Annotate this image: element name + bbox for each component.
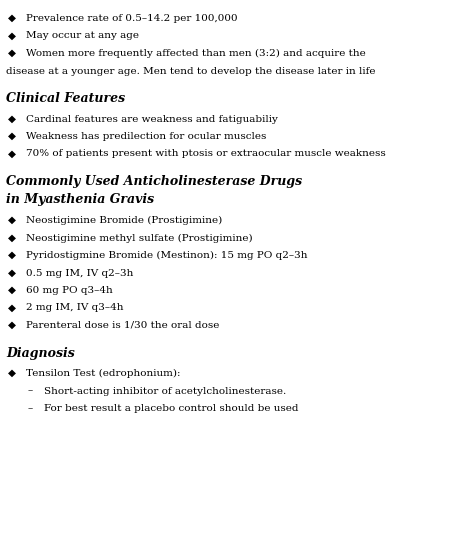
Text: ◆: ◆: [8, 32, 16, 40]
Text: 2 mg IM, IV q3–4h: 2 mg IM, IV q3–4h: [26, 304, 124, 312]
Text: –: –: [28, 404, 33, 413]
Text: 60 mg PO q3–4h: 60 mg PO q3–4h: [26, 286, 113, 295]
Text: ◆: ◆: [8, 286, 16, 295]
Text: Commonly Used Anticholinesterase Drugs: Commonly Used Anticholinesterase Drugs: [6, 175, 302, 188]
Text: Women more frequently affected than men (3:2) and acquire the: Women more frequently affected than men …: [26, 49, 366, 58]
Text: 0.5 mg IM, IV q2–3h: 0.5 mg IM, IV q2–3h: [26, 269, 133, 278]
Text: in Myasthenia Gravis: in Myasthenia Gravis: [6, 194, 154, 206]
Text: ◆: ◆: [8, 14, 16, 23]
Text: Parenteral dose is 1/30 the oral dose: Parenteral dose is 1/30 the oral dose: [26, 321, 219, 330]
Text: Cardinal features are weakness and fatiguabiliy: Cardinal features are weakness and fatig…: [26, 114, 278, 123]
Text: ◆: ◆: [8, 49, 16, 58]
Text: ◆: ◆: [8, 233, 16, 243]
Text: ◆: ◆: [8, 216, 16, 225]
Text: May occur at any age: May occur at any age: [26, 32, 139, 40]
Text: Neostigimine methyl sulfate (Prostigimine): Neostigimine methyl sulfate (Prostigimin…: [26, 233, 253, 243]
Text: ◆: ◆: [8, 321, 16, 330]
Text: Diagnosis: Diagnosis: [6, 347, 75, 359]
Text: ◆: ◆: [8, 269, 16, 278]
Text: –: –: [28, 387, 33, 395]
Text: ◆: ◆: [8, 251, 16, 260]
Text: For best result a placebo control should be used: For best result a placebo control should…: [44, 404, 299, 413]
Text: ◆: ◆: [8, 114, 16, 123]
Text: ◆: ◆: [8, 149, 16, 159]
Text: ◆: ◆: [8, 132, 16, 141]
Text: Neostigimine Bromide (Prostigimine): Neostigimine Bromide (Prostigimine): [26, 216, 222, 225]
Text: ◆: ◆: [8, 369, 16, 378]
Text: ◆: ◆: [8, 304, 16, 312]
Text: 70% of patients present with ptosis or extraocular muscle weakness: 70% of patients present with ptosis or e…: [26, 149, 386, 159]
Text: Tensilon Test (edrophonium):: Tensilon Test (edrophonium):: [26, 369, 181, 378]
Text: Prevalence rate of 0.5–14.2 per 100,000: Prevalence rate of 0.5–14.2 per 100,000: [26, 14, 237, 23]
Text: disease at a younger age. Men tend to develop the disease later in life: disease at a younger age. Men tend to de…: [6, 66, 375, 76]
Text: Pyridostigmine Bromide (Mestinon): 15 mg PO q2–3h: Pyridostigmine Bromide (Mestinon): 15 mg…: [26, 251, 308, 260]
Text: Weakness has predilection for ocular muscles: Weakness has predilection for ocular mus…: [26, 132, 266, 141]
Text: Short-acting inhibitor of acetylcholinesterase.: Short-acting inhibitor of acetylcholines…: [44, 387, 286, 395]
Text: Clinical Features: Clinical Features: [6, 92, 125, 105]
